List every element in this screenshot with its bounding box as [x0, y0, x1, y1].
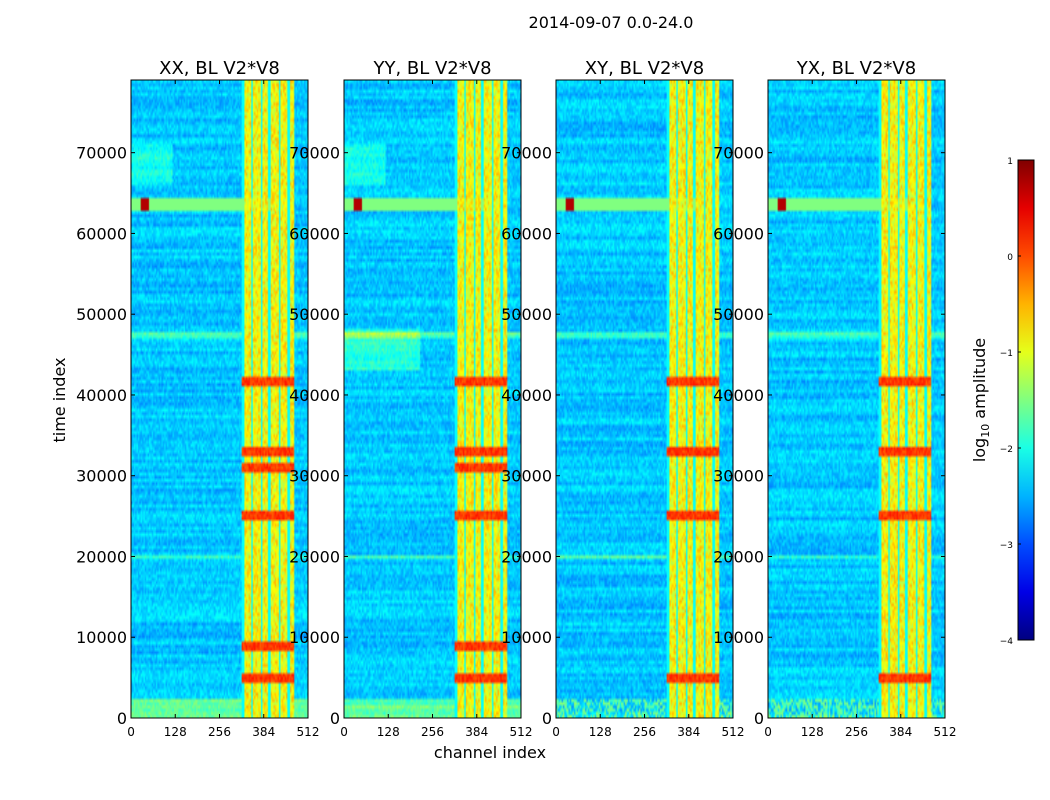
colorbar-label-sub: 10 — [979, 424, 992, 438]
panel-title: XX, BL V2*V8 — [159, 58, 280, 79]
x-tick-label: 256 — [633, 725, 656, 739]
x-tick-label: 0 — [127, 725, 135, 739]
y-tick-label: 40000 — [713, 386, 764, 405]
y-tick-label: 70000 — [501, 144, 552, 163]
x-tick-label: 0 — [764, 725, 772, 739]
x-tick-label: 128 — [377, 725, 400, 739]
x-tick-label: 384 — [465, 725, 488, 739]
colorbar-tick-label: −3 — [1000, 541, 1013, 551]
y-tick-label: 40000 — [501, 386, 552, 405]
x-tick-label: 128 — [589, 725, 612, 739]
x-tick-label: 256 — [421, 725, 444, 739]
colorbar-gradient — [1017, 159, 1035, 641]
colorbar-tick-label: 0 — [1007, 253, 1013, 263]
heatmap-image — [344, 80, 521, 718]
y-tick-label: 10000 — [713, 628, 764, 647]
colorbar: 1 0 −1 −2 −3 −4 — [1000, 157, 1035, 647]
x-tick-label: 384 — [677, 725, 700, 739]
x-tick-label: 384 — [252, 725, 275, 739]
x-tick-label: 128 — [801, 725, 824, 739]
y-tick-label: 30000 — [713, 467, 764, 486]
panel-3: YX, BL V2*V8 0 128 256 384 512 0 10000 20000 3000… — [713, 58, 956, 739]
panel-0: XX, BL V2*V8 0 128 256 384 512 0 10000 20000 3000… — [76, 58, 319, 739]
colorbar-tick-label: −4 — [1000, 637, 1014, 647]
y-tick-label: 20000 — [713, 547, 764, 566]
y-tick-label: 70000 — [713, 144, 764, 163]
x-tick-label: 384 — [889, 725, 912, 739]
y-tick-label: 40000 — [289, 386, 340, 405]
colorbar-label-base: log — [970, 438, 989, 462]
panels: XX, BL V2*V8 0 128 256 384 512 0 10000 20000 3000… — [76, 58, 956, 739]
y-tick-label: 50000 — [289, 305, 340, 324]
y-tick-label: 70000 — [289, 144, 340, 163]
x-tick-label: 512 — [297, 725, 320, 739]
y-tick-label: 30000 — [501, 467, 552, 486]
y-tick-label: 50000 — [76, 305, 127, 324]
x-tick-label: 512 — [510, 725, 533, 739]
colorbar-tick-label: −2 — [1000, 445, 1013, 455]
y-tick-label: 70000 — [76, 144, 127, 163]
figure-title: 2014-09-07 0.0-24.0 — [529, 13, 694, 32]
y-axis-label: time index — [50, 357, 69, 442]
heatmap-image — [768, 80, 945, 718]
panel-2: XY, BL V2*V8 0 128 256 384 512 0 10000 20000 3000… — [501, 58, 744, 739]
x-tick-label: 0 — [340, 725, 348, 739]
y-tick-label: 60000 — [289, 224, 340, 243]
colorbar-label: log10 amplitude — [970, 338, 992, 462]
y-tick-label: 50000 — [713, 305, 764, 324]
colorbar-tick-label: 1 — [1007, 157, 1013, 167]
y-tick-label: 30000 — [76, 467, 127, 486]
y-tick-label: 10000 — [289, 628, 340, 647]
heatmap-image — [131, 80, 308, 718]
y-tick-label: 0 — [754, 709, 764, 728]
x-tick-label: 256 — [208, 725, 231, 739]
y-tick-label: 50000 — [501, 305, 552, 324]
y-tick-label: 60000 — [76, 224, 127, 243]
colorbar-label-rest: amplitude — [970, 338, 989, 424]
y-tick-label: 0 — [117, 709, 127, 728]
x-axis-label: channel index — [434, 743, 546, 762]
panel-title: YY, BL V2*V8 — [372, 58, 491, 79]
y-tick-label: 30000 — [289, 467, 340, 486]
y-tick-label: 40000 — [76, 386, 127, 405]
x-tick-label: 512 — [934, 725, 957, 739]
x-tick-label: 128 — [164, 725, 187, 739]
x-tick-label: 256 — [845, 725, 868, 739]
panel-title: YX, BL V2*V8 — [796, 58, 916, 79]
y-tick-label: 20000 — [501, 547, 552, 566]
x-tick-label: 0 — [552, 725, 560, 739]
x-tick-label: 512 — [722, 725, 745, 739]
y-tick-label: 60000 — [713, 224, 764, 243]
y-tick-label: 10000 — [501, 628, 552, 647]
y-tick-label: 0 — [542, 709, 552, 728]
y-tick-label: 10000 — [76, 628, 127, 647]
panel-1: YY, BL V2*V8 0 128 256 384 512 0 10000 20000 3000… — [289, 58, 532, 739]
colorbar-tick-label: −1 — [1000, 349, 1013, 359]
y-tick-label: 60000 — [501, 224, 552, 243]
y-tick-label: 0 — [330, 709, 340, 728]
heatmap-image — [556, 80, 733, 718]
y-tick-label: 20000 — [289, 547, 340, 566]
y-tick-label: 20000 — [76, 547, 127, 566]
panel-title: XY, BL V2*V8 — [585, 58, 704, 79]
